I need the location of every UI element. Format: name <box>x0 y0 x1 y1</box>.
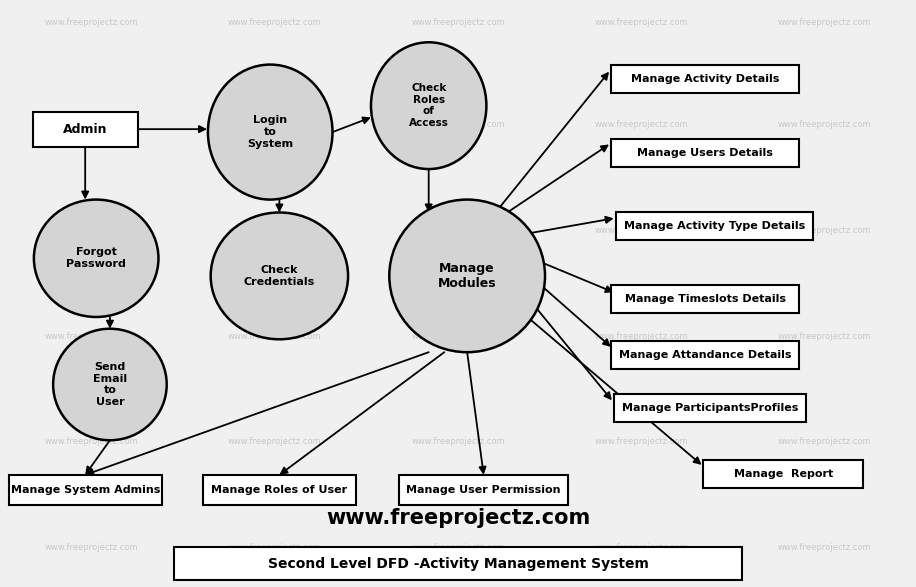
FancyBboxPatch shape <box>32 112 137 147</box>
Text: Manage Roles of User: Manage Roles of User <box>212 485 347 495</box>
Text: www.freeprojectz.com: www.freeprojectz.com <box>411 543 505 552</box>
Text: www.freeprojectz.com: www.freeprojectz.com <box>594 332 688 340</box>
Ellipse shape <box>389 200 545 352</box>
Text: Manage Activity Type Details: Manage Activity Type Details <box>624 221 805 231</box>
Text: www.freeprojectz.com: www.freeprojectz.com <box>778 543 871 552</box>
Text: www.freeprojectz.com: www.freeprojectz.com <box>411 18 505 26</box>
Ellipse shape <box>208 65 333 200</box>
FancyBboxPatch shape <box>8 475 161 505</box>
Text: www.freeprojectz.com: www.freeprojectz.com <box>228 120 322 129</box>
Ellipse shape <box>53 329 167 440</box>
Text: Manage ParticipantsProfiles: Manage ParticipantsProfiles <box>622 403 798 413</box>
Text: Manage User Permission: Manage User Permission <box>407 485 561 495</box>
Text: Manage
Modules: Manage Modules <box>438 262 496 290</box>
FancyBboxPatch shape <box>703 460 863 488</box>
Text: Manage Timeslots Details: Manage Timeslots Details <box>625 294 786 305</box>
Text: www.freeprojectz.com: www.freeprojectz.com <box>228 332 322 340</box>
Text: www.freeprojectz.com: www.freeprojectz.com <box>778 226 871 235</box>
Text: Manage System Admins: Manage System Admins <box>10 485 160 495</box>
FancyBboxPatch shape <box>616 212 812 240</box>
Text: Manage Activity Details: Manage Activity Details <box>631 74 780 85</box>
Ellipse shape <box>371 42 486 169</box>
FancyBboxPatch shape <box>202 475 355 505</box>
Text: Manage Users Details: Manage Users Details <box>638 147 773 158</box>
Text: www.freeprojectz.com: www.freeprojectz.com <box>45 543 138 552</box>
Text: www.freeprojectz.com: www.freeprojectz.com <box>778 437 871 446</box>
Text: Manage  Report: Manage Report <box>734 468 833 479</box>
Ellipse shape <box>34 200 158 317</box>
Text: www.freeprojectz.com: www.freeprojectz.com <box>778 120 871 129</box>
Text: Check
Roles
of
Access: Check Roles of Access <box>409 83 449 128</box>
Text: www.freeprojectz.com: www.freeprojectz.com <box>411 120 505 129</box>
Text: www.freeprojectz.com: www.freeprojectz.com <box>228 543 322 552</box>
Text: Manage Attandance Details: Manage Attandance Details <box>619 350 791 360</box>
Text: www.freeprojectz.com: www.freeprojectz.com <box>594 18 688 26</box>
Text: www.freeprojectz.com: www.freeprojectz.com <box>778 332 871 340</box>
Text: www.freeprojectz.com: www.freeprojectz.com <box>411 332 505 340</box>
Text: www.freeprojectz.com: www.freeprojectz.com <box>594 543 688 552</box>
Text: Second Level DFD -Activity Management System: Second Level DFD -Activity Management Sy… <box>267 556 649 571</box>
Text: www.freeprojectz.com: www.freeprojectz.com <box>45 226 138 235</box>
Text: Admin: Admin <box>63 123 107 136</box>
Text: Check
Credentials: Check Credentials <box>244 265 315 286</box>
Text: www.freeprojectz.com: www.freeprojectz.com <box>45 18 138 26</box>
Text: www.freeprojectz.com: www.freeprojectz.com <box>411 437 505 446</box>
Ellipse shape <box>211 212 348 339</box>
Text: Login
to
System: Login to System <box>247 116 293 149</box>
FancyBboxPatch shape <box>611 285 799 313</box>
FancyBboxPatch shape <box>174 547 742 580</box>
Text: www.freeprojectz.com: www.freeprojectz.com <box>594 226 688 235</box>
Text: www.freeprojectz.com: www.freeprojectz.com <box>228 437 322 446</box>
Text: www.freeprojectz.com: www.freeprojectz.com <box>45 437 138 446</box>
FancyBboxPatch shape <box>611 341 799 369</box>
Text: www.freeprojectz.com: www.freeprojectz.com <box>228 226 322 235</box>
Text: www.freeprojectz.com: www.freeprojectz.com <box>228 18 322 26</box>
Text: Forgot
Password: Forgot Password <box>66 248 126 269</box>
FancyBboxPatch shape <box>399 475 568 505</box>
Text: www.freeprojectz.com: www.freeprojectz.com <box>45 120 138 129</box>
Text: www.freeprojectz.com: www.freeprojectz.com <box>45 332 138 340</box>
Text: www.freeprojectz.com: www.freeprojectz.com <box>411 226 505 235</box>
Text: www.freeprojectz.com: www.freeprojectz.com <box>778 18 871 26</box>
Text: www.freeprojectz.com: www.freeprojectz.com <box>594 120 688 129</box>
Text: Send
Email
to
User: Send Email to User <box>93 362 127 407</box>
Text: www.freeprojectz.com: www.freeprojectz.com <box>594 437 688 446</box>
FancyBboxPatch shape <box>614 394 806 422</box>
FancyBboxPatch shape <box>611 65 799 93</box>
Text: www.freeprojectz.com: www.freeprojectz.com <box>326 508 590 528</box>
FancyBboxPatch shape <box>611 139 799 167</box>
